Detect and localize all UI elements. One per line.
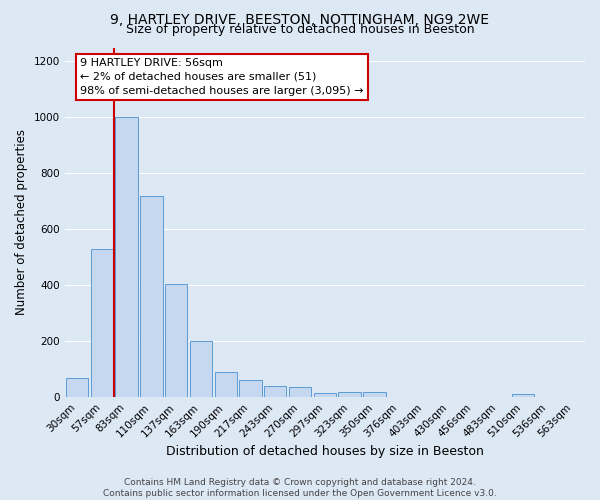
Bar [363, 392, 386, 397]
X-axis label: Distribution of detached houses by size in Beeston: Distribution of detached houses by size … [166, 444, 484, 458]
Bar [115, 118, 138, 397]
Bar [239, 380, 262, 397]
Bar [338, 392, 361, 397]
Bar [165, 284, 187, 397]
Bar [190, 342, 212, 397]
Bar [512, 394, 534, 397]
Bar [388, 396, 410, 397]
Bar [289, 388, 311, 397]
Bar [215, 372, 237, 397]
Text: 9 HARTLEY DRIVE: 56sqm
← 2% of detached houses are smaller (51)
98% of semi-deta: 9 HARTLEY DRIVE: 56sqm ← 2% of detached … [80, 58, 364, 96]
Text: Contains HM Land Registry data © Crown copyright and database right 2024.
Contai: Contains HM Land Registry data © Crown c… [103, 478, 497, 498]
Y-axis label: Number of detached properties: Number of detached properties [15, 130, 28, 316]
Text: 9, HARTLEY DRIVE, BEESTON, NOTTINGHAM, NG9 2WE: 9, HARTLEY DRIVE, BEESTON, NOTTINGHAM, N… [110, 12, 490, 26]
Text: Size of property relative to detached houses in Beeston: Size of property relative to detached ho… [125, 22, 475, 36]
Bar [140, 196, 163, 397]
Bar [314, 393, 336, 397]
Bar [91, 249, 113, 397]
Bar [413, 396, 435, 397]
Bar [66, 378, 88, 397]
Bar [264, 386, 286, 397]
